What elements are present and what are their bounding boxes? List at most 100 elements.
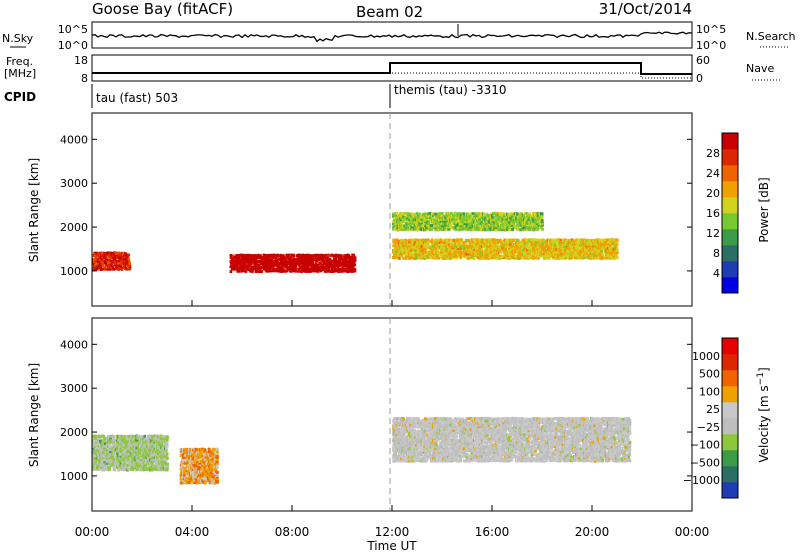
power-echo-cell [565,252,569,256]
velocity-echo-cell [98,439,102,443]
power-echo-cell [517,254,520,258]
velocity-echo-cell [92,442,95,446]
power-echo-cell [470,251,474,254]
velocity-echo-cell [438,437,442,441]
velocity-echo-cell [430,421,434,424]
velocity-echo-cell [129,452,133,456]
power-echo-cell [559,252,562,256]
velocity-echo-cell [394,421,397,425]
power-echo-cell [505,256,509,260]
power-echo-cell [321,263,325,267]
power-echo-cell [115,261,118,265]
power-echo-cell [488,228,492,231]
velocity-echo-cell [134,444,137,448]
velocity-echo-cell [130,441,134,445]
power-echo-cell [534,244,537,248]
power-echo-cell [456,242,459,246]
power-echo-cell [418,250,421,254]
power-echo-cell [402,240,406,244]
velocity-echo-cell [393,439,397,443]
power-echo-cell [579,240,583,244]
noise-right-tick-top: 10^5 [696,23,726,36]
velocity-echo-cell [143,468,146,472]
power-echo-cell [438,212,442,216]
power-echo-cell [334,257,337,261]
power-echo-cell [535,240,538,244]
velocity-echo-cell [413,433,417,437]
velocity-echo-cell [105,463,109,467]
power-echo-cell [305,267,309,271]
power-echo-cell [229,254,233,257]
power-echo-cell [342,254,345,258]
power-echo-cell [96,265,100,269]
power-echo-cell [235,261,238,265]
power-echo-cell [416,244,419,248]
velocity-echo-cell [427,453,431,457]
power-echo-cell [547,250,551,254]
power-echo-cell [612,256,616,260]
velocity-echo-cell [400,423,403,427]
power-echo-cell [235,263,239,267]
power-echo-cell [336,253,340,257]
power-echo-cell [411,216,414,220]
power-echo-cell [437,250,441,254]
power-echo-cell [408,218,411,222]
power-echo-cell [100,267,103,271]
power-echo-cell [483,238,486,242]
power-echo-cell [537,226,541,230]
power-echo-cell [292,257,295,261]
power-echo-cell [475,222,478,226]
power-echo-cell [453,238,457,242]
power-echo-cell [437,241,441,245]
velocity-echo-cell [438,459,442,463]
power-echo-cell [427,238,430,242]
power-echo-cell [444,244,448,248]
velocity-echo-cell [417,455,420,459]
velocity-echo-cell [142,465,145,469]
velocity-echo-cell [106,437,109,441]
velocity-echo-cell [418,425,422,429]
power-echo-cell [460,212,463,216]
power-echo-cell [442,222,445,226]
velocity-echo-cell [120,456,124,460]
power-echo-cell [271,256,275,260]
power-echo-cell [478,216,481,220]
power-echo-cell [540,244,543,248]
velocity-echo-cell [96,442,100,446]
power-echo-cell [485,252,488,256]
power-echo-cell [439,250,443,254]
power-echo-cell [270,258,274,262]
power-echo-cell [460,246,463,250]
power-colorbar-swatch [722,245,738,262]
power-echo-cell [93,261,97,265]
power-echo-cell [437,222,441,226]
power-echo-cell [231,261,234,265]
velocity-echo-cell [416,435,419,439]
power-echo-cell [482,245,485,248]
velocity-echo-cell [421,426,425,430]
power-echo-cell [318,265,321,269]
power-echo-cell [400,252,403,256]
power-echo-cell [434,240,438,244]
velocity-echo-cell [427,433,431,437]
power-echo-cell [567,242,570,246]
power-echo-cell [485,254,488,258]
power-echo-cell [467,238,470,242]
velocity-echo-cell [125,466,128,470]
power-echo-cell [420,226,424,230]
power-echo-cell [547,245,551,248]
power-echo-cell [245,261,249,265]
velocity-echo-cell [413,429,417,433]
power-colorbar-tick: 8 [713,247,720,260]
velocity-echo-cell [435,445,438,449]
power-echo-cell [584,250,588,254]
power-echo-cell [526,214,529,218]
power-echo-cell [297,259,301,263]
power-echo-cell [269,269,273,273]
power-echo-cell [437,228,441,232]
power-echo-cell [598,246,602,250]
power-echo-cell [114,263,118,267]
power-echo-cell [403,250,406,254]
power-echo-cell [104,261,108,265]
power-echo-cell [533,256,536,260]
